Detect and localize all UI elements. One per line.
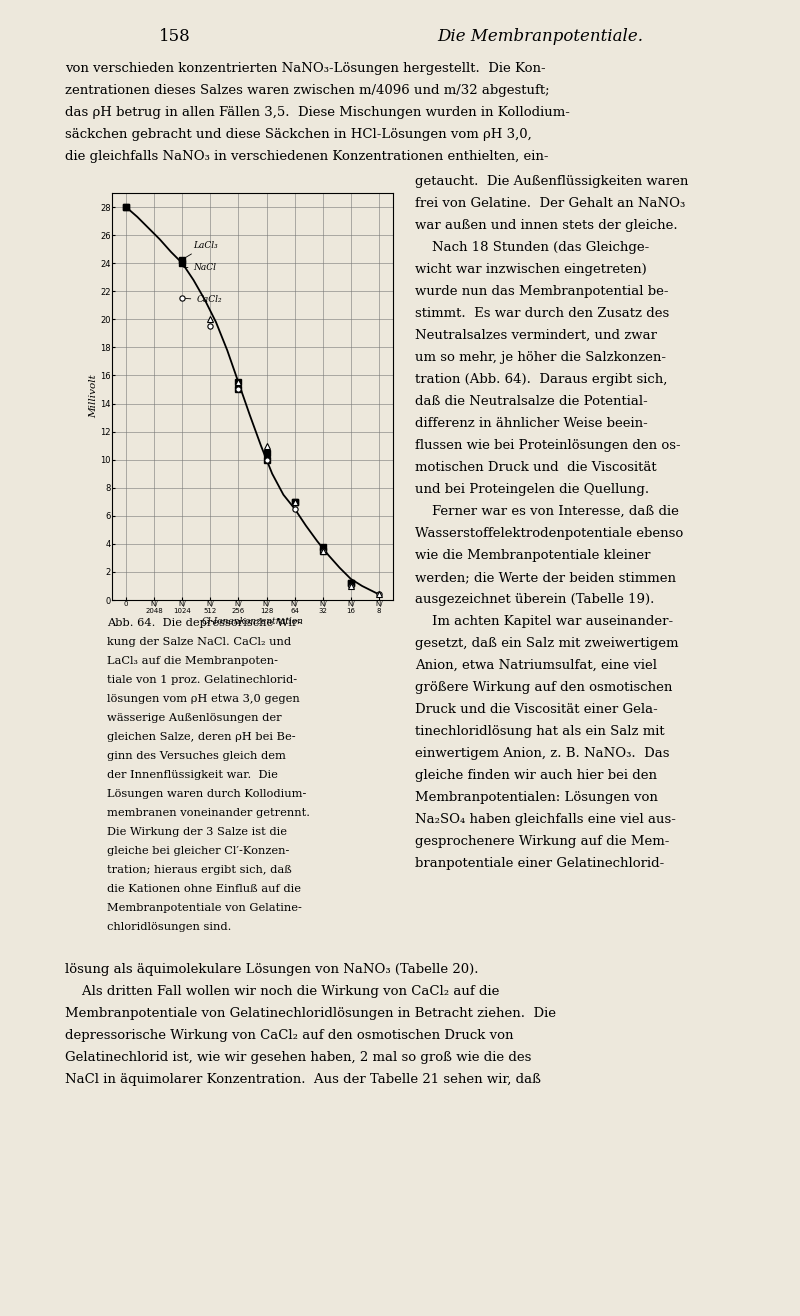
Text: die gleichfalls NaNO₃ in verschiedenen Konzentrationen enthielten, ein-: die gleichfalls NaNO₃ in verschiedenen K… <box>65 150 549 163</box>
Text: 158: 158 <box>159 28 191 45</box>
Text: der Innenflüssigkeit war.  Die: der Innenflüssigkeit war. Die <box>107 770 278 780</box>
Text: säckchen gebracht und diese Säckchen in HCl-Lösungen vom ρH 3,0,: säckchen gebracht und diese Säckchen in … <box>65 128 532 141</box>
Text: tration; hieraus ergibt sich, daß: tration; hieraus ergibt sich, daß <box>107 865 292 875</box>
Text: tiale von 1 proz. Gelatinechlorid-: tiale von 1 proz. Gelatinechlorid- <box>107 675 297 686</box>
Text: die Kationen ohne Einfluß auf die: die Kationen ohne Einfluß auf die <box>107 884 301 894</box>
Text: Im achten Kapitel war auseinander-: Im achten Kapitel war auseinander- <box>415 615 673 628</box>
Text: Ferner war es von Interesse, daß die: Ferner war es von Interesse, daß die <box>415 505 679 519</box>
Text: und bei Proteingelen die Quellung.: und bei Proteingelen die Quellung. <box>415 483 649 496</box>
Text: einwertigem Anion, z. B. NaNO₃.  Das: einwertigem Anion, z. B. NaNO₃. Das <box>415 747 670 761</box>
Text: CaCl₂: CaCl₂ <box>185 296 222 304</box>
Text: Membranpotentiale von Gelatinechloridlösungen in Betracht ziehen.  Die: Membranpotentiale von Gelatinechloridlös… <box>65 1007 556 1020</box>
Text: wicht war inzwischen eingetreten): wicht war inzwischen eingetreten) <box>415 263 646 276</box>
Text: Abb. 64.  Die depressorische Wir-: Abb. 64. Die depressorische Wir- <box>107 619 302 628</box>
Text: lösungen vom ρH etwa 3,0 gegen: lösungen vom ρH etwa 3,0 gegen <box>107 694 300 704</box>
Text: NaCl: NaCl <box>184 263 217 272</box>
Text: gleichen Salze, deren ρH bei Be-: gleichen Salze, deren ρH bei Be- <box>107 732 296 742</box>
Text: gleiche bei gleicher Cl′-Konzen-: gleiche bei gleicher Cl′-Konzen- <box>107 846 290 855</box>
Text: LaCl₃: LaCl₃ <box>183 241 218 259</box>
X-axis label: Cl-Ionenkonzentration: Cl-Ionenkonzentration <box>202 617 303 626</box>
Text: gleiche finden wir auch hier bei den: gleiche finden wir auch hier bei den <box>415 769 657 782</box>
Text: wässerige Außenlösungen der: wässerige Außenlösungen der <box>107 713 282 722</box>
Text: branpotentiale einer Gelatinechlorid-: branpotentiale einer Gelatinechlorid- <box>415 857 664 870</box>
Text: lösung als äquimolekulare Lösungen von NaNO₃ (Tabelle 20).: lösung als äquimolekulare Lösungen von N… <box>65 963 478 976</box>
Text: gesetzt, daß ein Salz mit zweiwertigem: gesetzt, daß ein Salz mit zweiwertigem <box>415 637 678 650</box>
Text: Membranpotentialen: Lösungen von: Membranpotentialen: Lösungen von <box>415 791 658 804</box>
Text: Druck und die Viscosität einer Gela-: Druck und die Viscosität einer Gela- <box>415 703 658 716</box>
Text: von verschieden konzentrierten NaNO₃-Lösungen hergestellt.  Die Kon-: von verschieden konzentrierten NaNO₃-Lös… <box>65 62 546 75</box>
Y-axis label: Millivolt: Millivolt <box>90 375 98 418</box>
Text: Nach 18 Stunden (das Gleichge-: Nach 18 Stunden (das Gleichge- <box>415 241 650 254</box>
Text: das ρH betrug in allen Fällen 3,5.  Diese Mischungen wurden in Kollodium-: das ρH betrug in allen Fällen 3,5. Diese… <box>65 107 570 118</box>
Text: Wasserstoffelektrodenpotentiale ebenso: Wasserstoffelektrodenpotentiale ebenso <box>415 526 683 540</box>
Text: membranen voneinander getrennt.: membranen voneinander getrennt. <box>107 808 310 819</box>
Text: Als dritten Fall wollen wir noch die Wirkung von CaCl₂ auf die: Als dritten Fall wollen wir noch die Wir… <box>65 984 499 998</box>
Text: motischen Druck und  die Viscosität: motischen Druck und die Viscosität <box>415 461 657 474</box>
Text: LaCl₃ auf die Membranpoten-: LaCl₃ auf die Membranpoten- <box>107 655 278 666</box>
Text: Membranpotentiale von Gelatine-: Membranpotentiale von Gelatine- <box>107 903 302 913</box>
Text: tinechloridlösung hat als ein Salz mit: tinechloridlösung hat als ein Salz mit <box>415 725 665 738</box>
Text: größere Wirkung auf den osmotischen: größere Wirkung auf den osmotischen <box>415 680 672 694</box>
Text: Die Wirkung der 3 Salze ist die: Die Wirkung der 3 Salze ist die <box>107 826 287 837</box>
Text: depressorische Wirkung von CaCl₂ auf den osmotischen Druck von: depressorische Wirkung von CaCl₂ auf den… <box>65 1029 514 1042</box>
Text: war außen und innen stets der gleiche.: war außen und innen stets der gleiche. <box>415 218 678 232</box>
Text: getaucht.  Die Außenflüssigkeiten waren: getaucht. Die Außenflüssigkeiten waren <box>415 175 688 188</box>
Text: Anion, etwa Natriumsulfat, eine viel: Anion, etwa Natriumsulfat, eine viel <box>415 659 657 672</box>
Text: flussen wie bei Proteinlösungen den os-: flussen wie bei Proteinlösungen den os- <box>415 440 681 451</box>
Text: Lösungen waren durch Kollodium-: Lösungen waren durch Kollodium- <box>107 790 306 799</box>
Text: tration (Abb. 64).  Daraus ergibt sich,: tration (Abb. 64). Daraus ergibt sich, <box>415 372 667 386</box>
Text: NaCl in äquimolarer Konzentration.  Aus der Tabelle 21 sehen wir, daß: NaCl in äquimolarer Konzentration. Aus d… <box>65 1073 541 1086</box>
Text: ginn des Versuches gleich dem: ginn des Versuches gleich dem <box>107 751 286 761</box>
Text: Na₂SO₄ haben gleichfalls eine viel aus-: Na₂SO₄ haben gleichfalls eine viel aus- <box>415 813 676 826</box>
Text: um so mehr, je höher die Salzkonzen-: um so mehr, je höher die Salzkonzen- <box>415 351 666 365</box>
Text: wurde nun das Membranpotential be-: wurde nun das Membranpotential be- <box>415 286 669 297</box>
Text: wie die Membranpotentiale kleiner: wie die Membranpotentiale kleiner <box>415 549 650 562</box>
Text: Gelatinechlorid ist, wie wir gesehen haben, 2 mal so groß wie die des: Gelatinechlorid ist, wie wir gesehen hab… <box>65 1051 531 1065</box>
Text: frei von Gelatine.  Der Gehalt an NaNO₃: frei von Gelatine. Der Gehalt an NaNO₃ <box>415 197 686 211</box>
Text: gesprochenere Wirkung auf die Mem-: gesprochenere Wirkung auf die Mem- <box>415 834 670 848</box>
Text: Neutralsalzes vermindert, und zwar: Neutralsalzes vermindert, und zwar <box>415 329 657 342</box>
Text: Die Membranpotentiale.: Die Membranpotentiale. <box>437 28 643 45</box>
Text: werden; die Werte der beiden stimmen: werden; die Werte der beiden stimmen <box>415 571 676 584</box>
Text: differenz in ähnlicher Weise beein-: differenz in ähnlicher Weise beein- <box>415 417 648 430</box>
Text: zentrationen dieses Salzes waren zwischen m/4096 und m/32 abgestuft;: zentrationen dieses Salzes waren zwische… <box>65 84 550 97</box>
Text: stimmt.  Es war durch den Zusatz des: stimmt. Es war durch den Zusatz des <box>415 307 670 320</box>
Text: daß die Neutralsalze die Potential-: daß die Neutralsalze die Potential- <box>415 395 648 408</box>
Text: ausgezeichnet überein (Tabelle 19).: ausgezeichnet überein (Tabelle 19). <box>415 594 654 605</box>
Text: kung der Salze NaCl. CaCl₂ und: kung der Salze NaCl. CaCl₂ und <box>107 637 291 647</box>
Text: chloridlösungen sind.: chloridlösungen sind. <box>107 923 231 932</box>
